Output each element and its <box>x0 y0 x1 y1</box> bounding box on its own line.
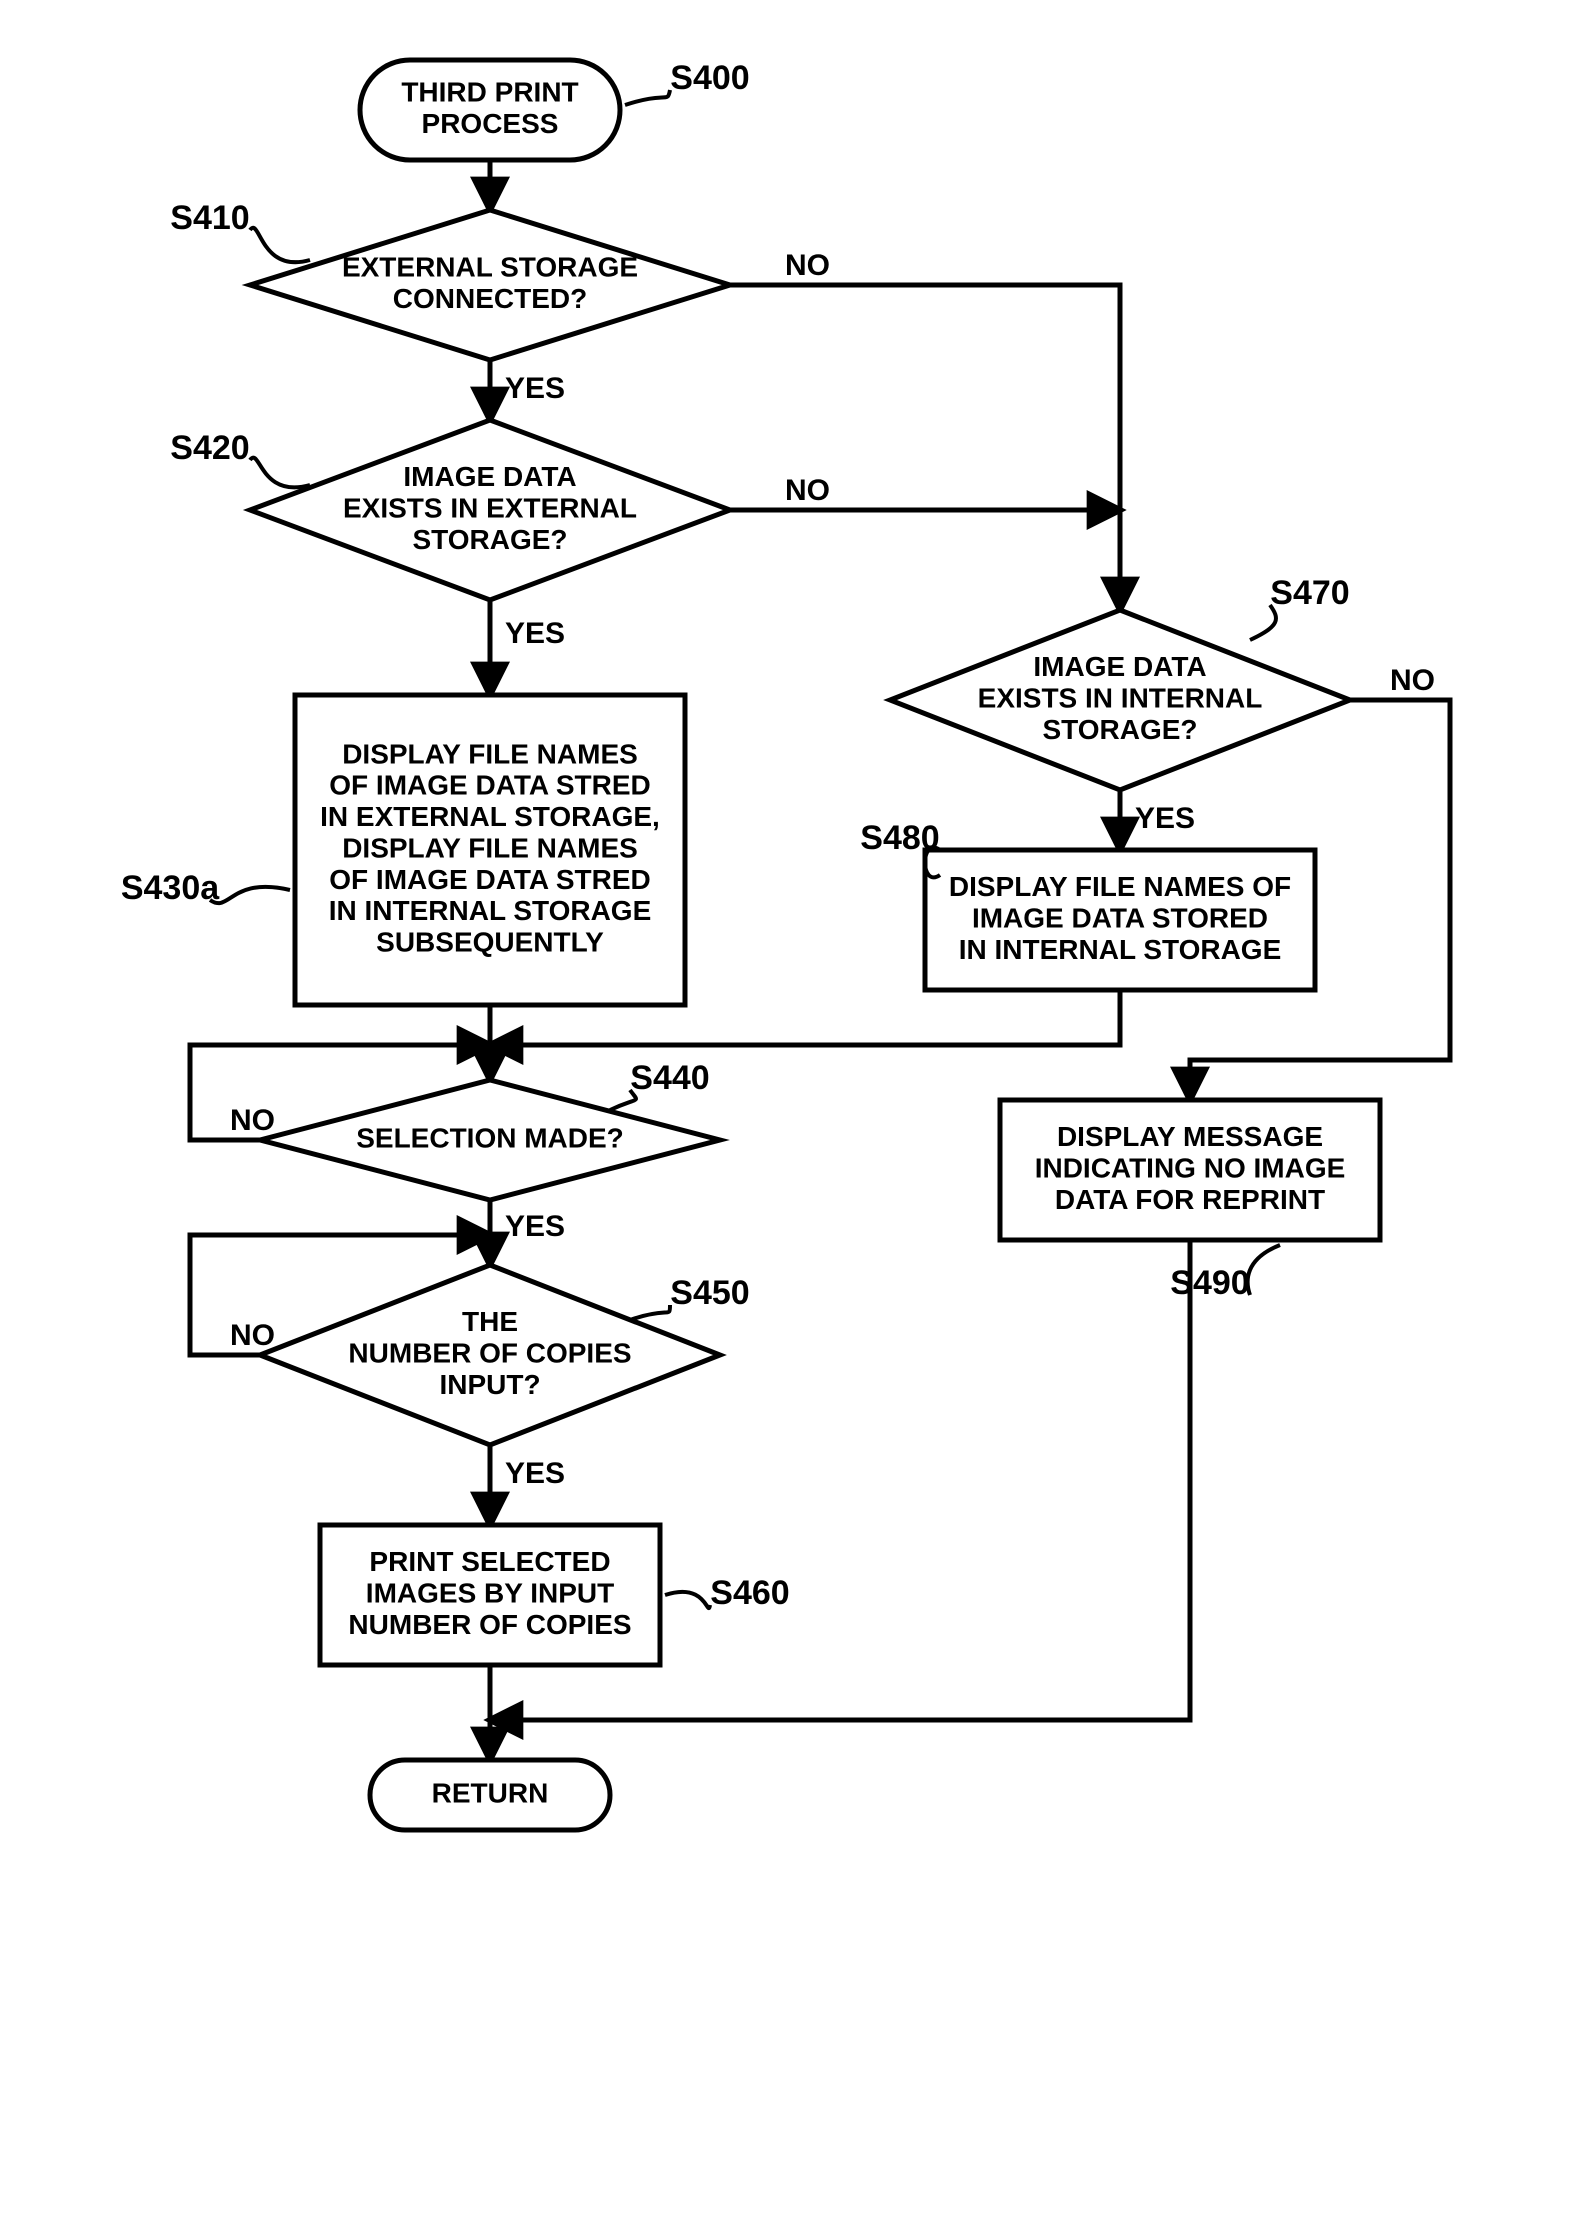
node-text-s490: INDICATING NO IMAGE <box>1034 1152 1345 1183</box>
node-text-s410: CONNECTED? <box>392 283 586 314</box>
node-text-s430a: OF IMAGE DATA STRED <box>329 770 650 801</box>
step-label-s460: S460 <box>710 1574 789 1612</box>
flowchart: THIRD PRINTPROCESS EXTERNAL STORAGECONNEC… <box>30 20 1560 1890</box>
step-label-s410: S410 <box>170 199 249 237</box>
node-text-s430a: DISPLAY FILE NAMES <box>342 832 638 863</box>
node-text-s420: IMAGE DATA <box>403 461 576 492</box>
node-text-s470: IMAGE DATA <box>1033 651 1206 682</box>
edge-label-s420-yes: YES <box>505 617 565 650</box>
node-text-s420: EXISTS IN EXTERNAL <box>342 492 636 523</box>
node-text-s430a: DISPLAY FILE NAMES <box>342 738 638 769</box>
node-text-s400: PROCESS <box>421 108 558 139</box>
node-text-s400: THIRD PRINT <box>401 77 578 108</box>
node-return: RETURN <box>370 1760 610 1830</box>
node-s430a: DISPLAY FILE NAMESOF IMAGE DATA STREDIN … <box>295 695 685 1005</box>
node-text-s490: DATA FOR REPRINT <box>1054 1184 1324 1215</box>
node-s400: THIRD PRINTPROCESS <box>360 60 620 160</box>
node-s470: IMAGE DATAEXISTS IN INTERNALSTORAGE? <box>890 610 1350 790</box>
node-text-s460: PRINT SELECTED <box>369 1546 610 1577</box>
node-text-s450: THE <box>462 1306 518 1337</box>
node-text-s450: NUMBER OF COPIES <box>348 1337 631 1368</box>
label-connector-s400 <box>625 90 670 105</box>
node-s440: SELECTION MADE? <box>260 1080 720 1200</box>
edge-label-s410-yes: YES <box>505 372 565 405</box>
label-connector-s470 <box>1250 605 1276 640</box>
node-text-s460: NUMBER OF COPIES <box>348 1609 631 1640</box>
node-text-s490: DISPLAY MESSAGE <box>1056 1121 1322 1152</box>
label-connector-s410 <box>250 228 310 262</box>
node-text-s480: IMAGE DATA STORED <box>971 902 1267 933</box>
node-text-s450: INPUT? <box>439 1369 540 1400</box>
node-text-s420: STORAGE? <box>412 524 567 555</box>
node-text-s410: EXTERNAL STORAGE <box>341 252 637 283</box>
label-connector-s420 <box>250 458 310 488</box>
label-connector-s440 <box>610 1090 636 1110</box>
edge-s410-no <box>730 285 1120 610</box>
node-s480: DISPLAY FILE NAMES OFIMAGE DATA STOREDIN… <box>925 850 1315 990</box>
label-connector-s430a <box>210 887 290 903</box>
node-text-s430a: SUBSEQUENTLY <box>376 926 604 957</box>
node-text-s480: DISPLAY FILE NAMES OF <box>948 871 1290 902</box>
edge-label-s450-no: NO <box>230 1319 275 1352</box>
edge-label-s420-no: NO <box>785 474 830 507</box>
step-label-s400: S400 <box>670 59 749 97</box>
label-connector-s490 <box>1247 1245 1279 1295</box>
edge-label-s410-no: NO <box>785 249 830 282</box>
node-text-s430a: OF IMAGE DATA STRED <box>329 864 650 895</box>
node-text-return: RETURN <box>431 1777 548 1808</box>
step-label-s430a: S430a <box>120 869 219 907</box>
node-text-s430a: IN EXTERNAL STORAGE, <box>320 801 660 832</box>
step-label-s420: S420 <box>170 429 249 467</box>
label-connector-s450 <box>630 1305 670 1320</box>
step-label-s470: S470 <box>1270 574 1349 612</box>
node-text-s480: IN INTERNAL STORAGE <box>958 934 1281 965</box>
edge-label-s450-yes: YES <box>505 1457 565 1490</box>
node-text-s440: SELECTION MADE? <box>356 1122 624 1153</box>
node-s490: DISPLAY MESSAGEINDICATING NO IMAGEDATA F… <box>1000 1100 1380 1240</box>
step-label-s450: S450 <box>670 1274 749 1312</box>
label-connector-s460 <box>665 1592 710 1608</box>
step-label-s440: S440 <box>630 1059 709 1097</box>
step-label-s490: S490 <box>1170 1264 1249 1302</box>
node-text-s470: EXISTS IN INTERNAL <box>977 682 1262 713</box>
edge-label-s440-yes: YES <box>505 1210 565 1243</box>
edge-label-s470-no: NO <box>1390 664 1435 697</box>
edge-label-s440-no: NO <box>230 1104 275 1137</box>
node-s420: IMAGE DATAEXISTS IN EXTERNALSTORAGE? <box>250 420 730 600</box>
node-s450: THENUMBER OF COPIESINPUT? <box>260 1265 720 1445</box>
node-text-s470: STORAGE? <box>1042 714 1197 745</box>
node-text-s460: IMAGES BY INPUT <box>365 1577 613 1608</box>
node-text-s430a: IN INTERNAL STORAGE <box>328 895 651 926</box>
node-s410: EXTERNAL STORAGECONNECTED? <box>250 210 730 360</box>
edge-label-s470-yes: YES <box>1135 802 1195 835</box>
node-s460: PRINT SELECTEDIMAGES BY INPUTNUMBER OF C… <box>320 1525 660 1665</box>
